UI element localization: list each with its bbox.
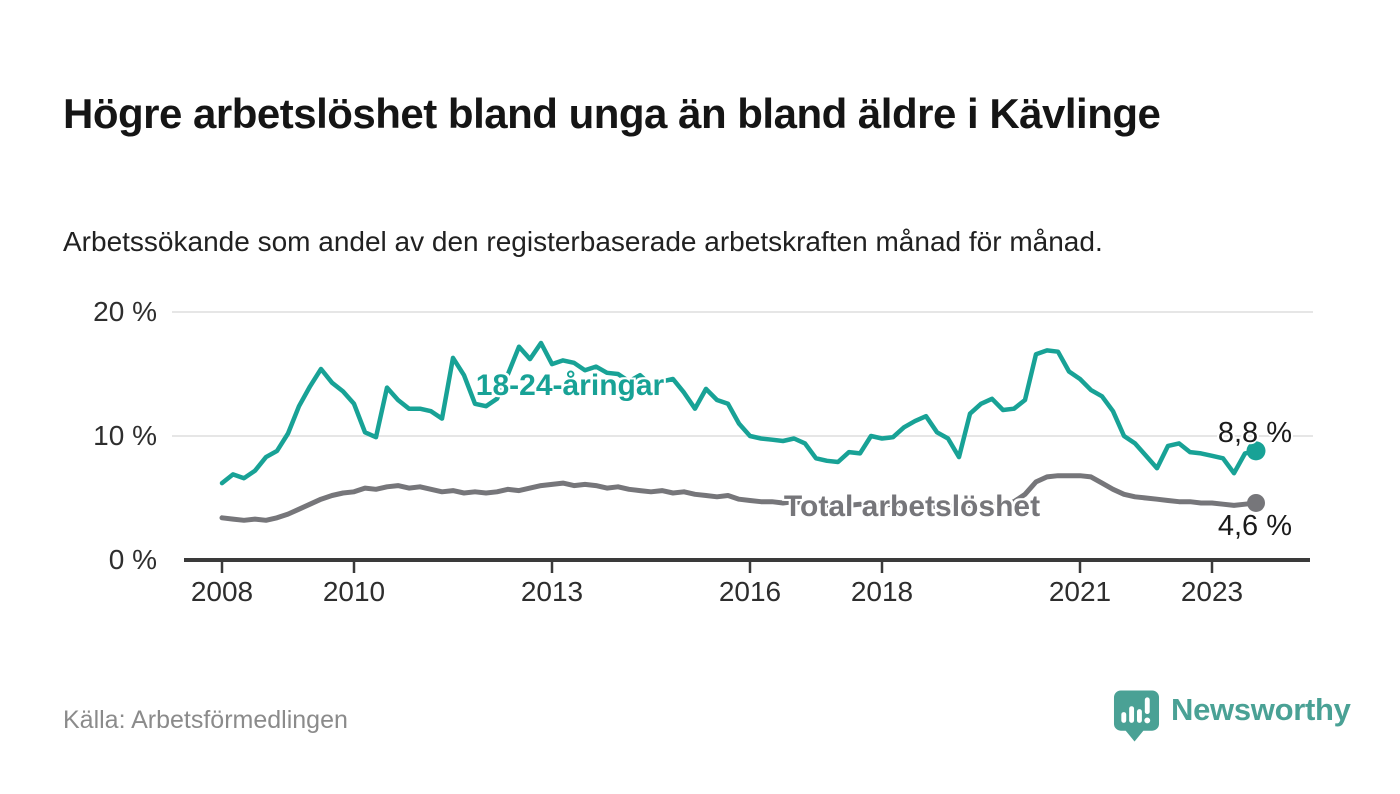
brand-name: Newsworthy [1171,692,1351,727]
y-tick-label: 20 % [93,296,157,327]
x-tick-label: 2008 [190,576,254,607]
x-tick-label: 2016 [718,576,782,607]
x-axis [184,558,1310,573]
total-latest-value-label: 4,6 % [1217,510,1292,542]
source-attribution: Källa: Arbetsförmedlingen [63,706,348,734]
gridlines [172,311,1313,437]
x-tick-label: 2013 [520,576,584,607]
total-unemployment-line [219,473,1259,523]
total-series-label: Total arbetslöshet [783,490,1041,523]
x-tick-label: 2018 [850,576,914,607]
x-tick-label: 2021 [1048,576,1112,607]
y-tick-label: 10 % [93,420,157,451]
youth-series-label: 18-24-åringar [475,369,665,402]
newsworthy-brand: Newsworthy [1113,687,1351,743]
y-tick-label: 0 % [108,544,157,575]
total-line-end-dot [1247,493,1265,512]
x-tick-label: 2010 [322,576,386,607]
page-title: Högre arbetslöshet bland unga än bland ä… [63,90,1161,138]
x-tick-label: 2023 [1180,576,1244,607]
youth-latest-value-label: 8,8 % [1217,417,1292,449]
newsworthy-logo-icon [1113,690,1160,742]
page-subtitle: Arbetssökande som andel av den registerb… [63,226,1103,257]
youth-unemployment-line [219,340,1259,486]
youth-line-end-dot [1246,441,1266,461]
